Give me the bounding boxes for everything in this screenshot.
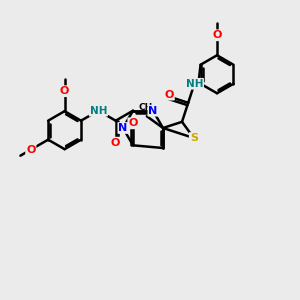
Text: N: N: [118, 123, 127, 133]
Text: CH₃: CH₃: [139, 103, 157, 112]
Text: NH: NH: [186, 79, 203, 89]
Text: O: O: [128, 118, 138, 128]
Text: N: N: [148, 106, 158, 116]
Text: O: O: [212, 30, 222, 40]
Text: O: O: [111, 138, 120, 148]
Text: O: O: [60, 86, 69, 96]
Text: O: O: [164, 90, 174, 100]
Text: O: O: [26, 145, 35, 155]
Text: NH: NH: [90, 106, 107, 116]
Text: S: S: [190, 133, 198, 143]
